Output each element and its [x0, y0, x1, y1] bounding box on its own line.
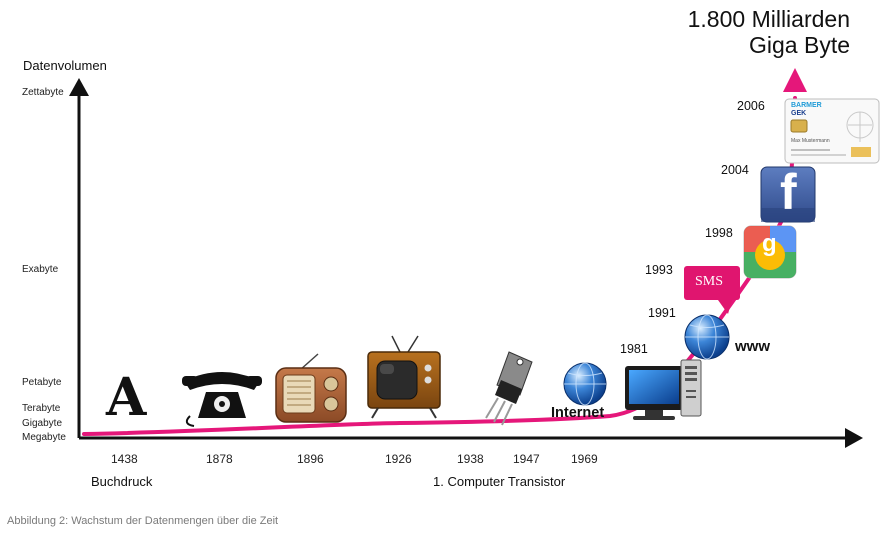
milestone-year-1993: 1993 [645, 263, 673, 277]
google-logo-text: g [762, 230, 777, 257]
axes [69, 78, 863, 448]
y-level-megabyte: Megabyte [22, 432, 66, 443]
milestone-year-2006: 2006 [737, 99, 765, 113]
headline-line-1: 1.800 Milliarden [687, 6, 850, 32]
y-level-gigabyte: Gigabyte [22, 418, 63, 429]
card-holder-name: Max Mustermann [791, 138, 830, 144]
y-level-zettabyte: Zettabyte [22, 87, 64, 98]
facebook-logo-text: f [780, 164, 797, 220]
y-level-exabyte: Exabyte [22, 264, 59, 275]
sms-label: SMS [695, 274, 724, 289]
milestone-year-1998: 1998 [705, 226, 733, 240]
milestone-year-1981: 1981 [620, 342, 648, 356]
x-year-1947: 1947 [513, 452, 540, 466]
note-buchdruck: Buchdruck [91, 474, 153, 489]
globe-icon-internet [563, 362, 607, 406]
x-year-1926: 1926 [385, 452, 412, 466]
card-brand-gek: GEK [791, 110, 807, 117]
transistor-icon [485, 351, 533, 426]
letter-a-buchdruck-icon: A [106, 367, 147, 428]
figure-caption: Abbildung 2: Wachstum der Datenmengen üb… [7, 515, 279, 527]
headline: 1.800 Milliarden Giga Byte [638, 6, 850, 58]
note-transistor: 1. Computer Transistor [433, 474, 566, 489]
headline-line-2: Giga Byte [749, 32, 850, 58]
x-year-1969: 1969 [571, 452, 598, 466]
y-level-terabyte: Terabyte [22, 403, 61, 414]
globe-icon-www [684, 314, 730, 360]
milestone-year-2004: 2004 [721, 163, 749, 177]
x-year-1938: 1938 [457, 452, 484, 466]
facebook-icon [760, 166, 816, 223]
x-axis-arrowhead [845, 428, 863, 448]
x-year-1438: 1438 [111, 452, 138, 466]
internet-label: Internet [551, 405, 605, 421]
y-axis-arrowhead [69, 78, 89, 96]
y-axis-title: Datenvolumen [23, 58, 107, 73]
radio-icon [275, 353, 347, 423]
x-year-1896: 1896 [297, 452, 324, 466]
card-brand-barmer: BARMER [791, 102, 822, 109]
sms-bubble-icon [684, 266, 740, 314]
health-insurance-card-icon [784, 98, 880, 164]
google-icon [743, 225, 797, 279]
growth-arrowhead [783, 68, 807, 92]
www-label: www [735, 338, 771, 355]
y-level-petabyte: Petabyte [22, 377, 62, 388]
computer-icon [625, 359, 702, 420]
telephone-icon [182, 372, 262, 427]
milestone-year-1991: 1991 [648, 306, 676, 320]
television-icon [367, 335, 441, 419]
x-year-1878: 1878 [206, 452, 233, 466]
